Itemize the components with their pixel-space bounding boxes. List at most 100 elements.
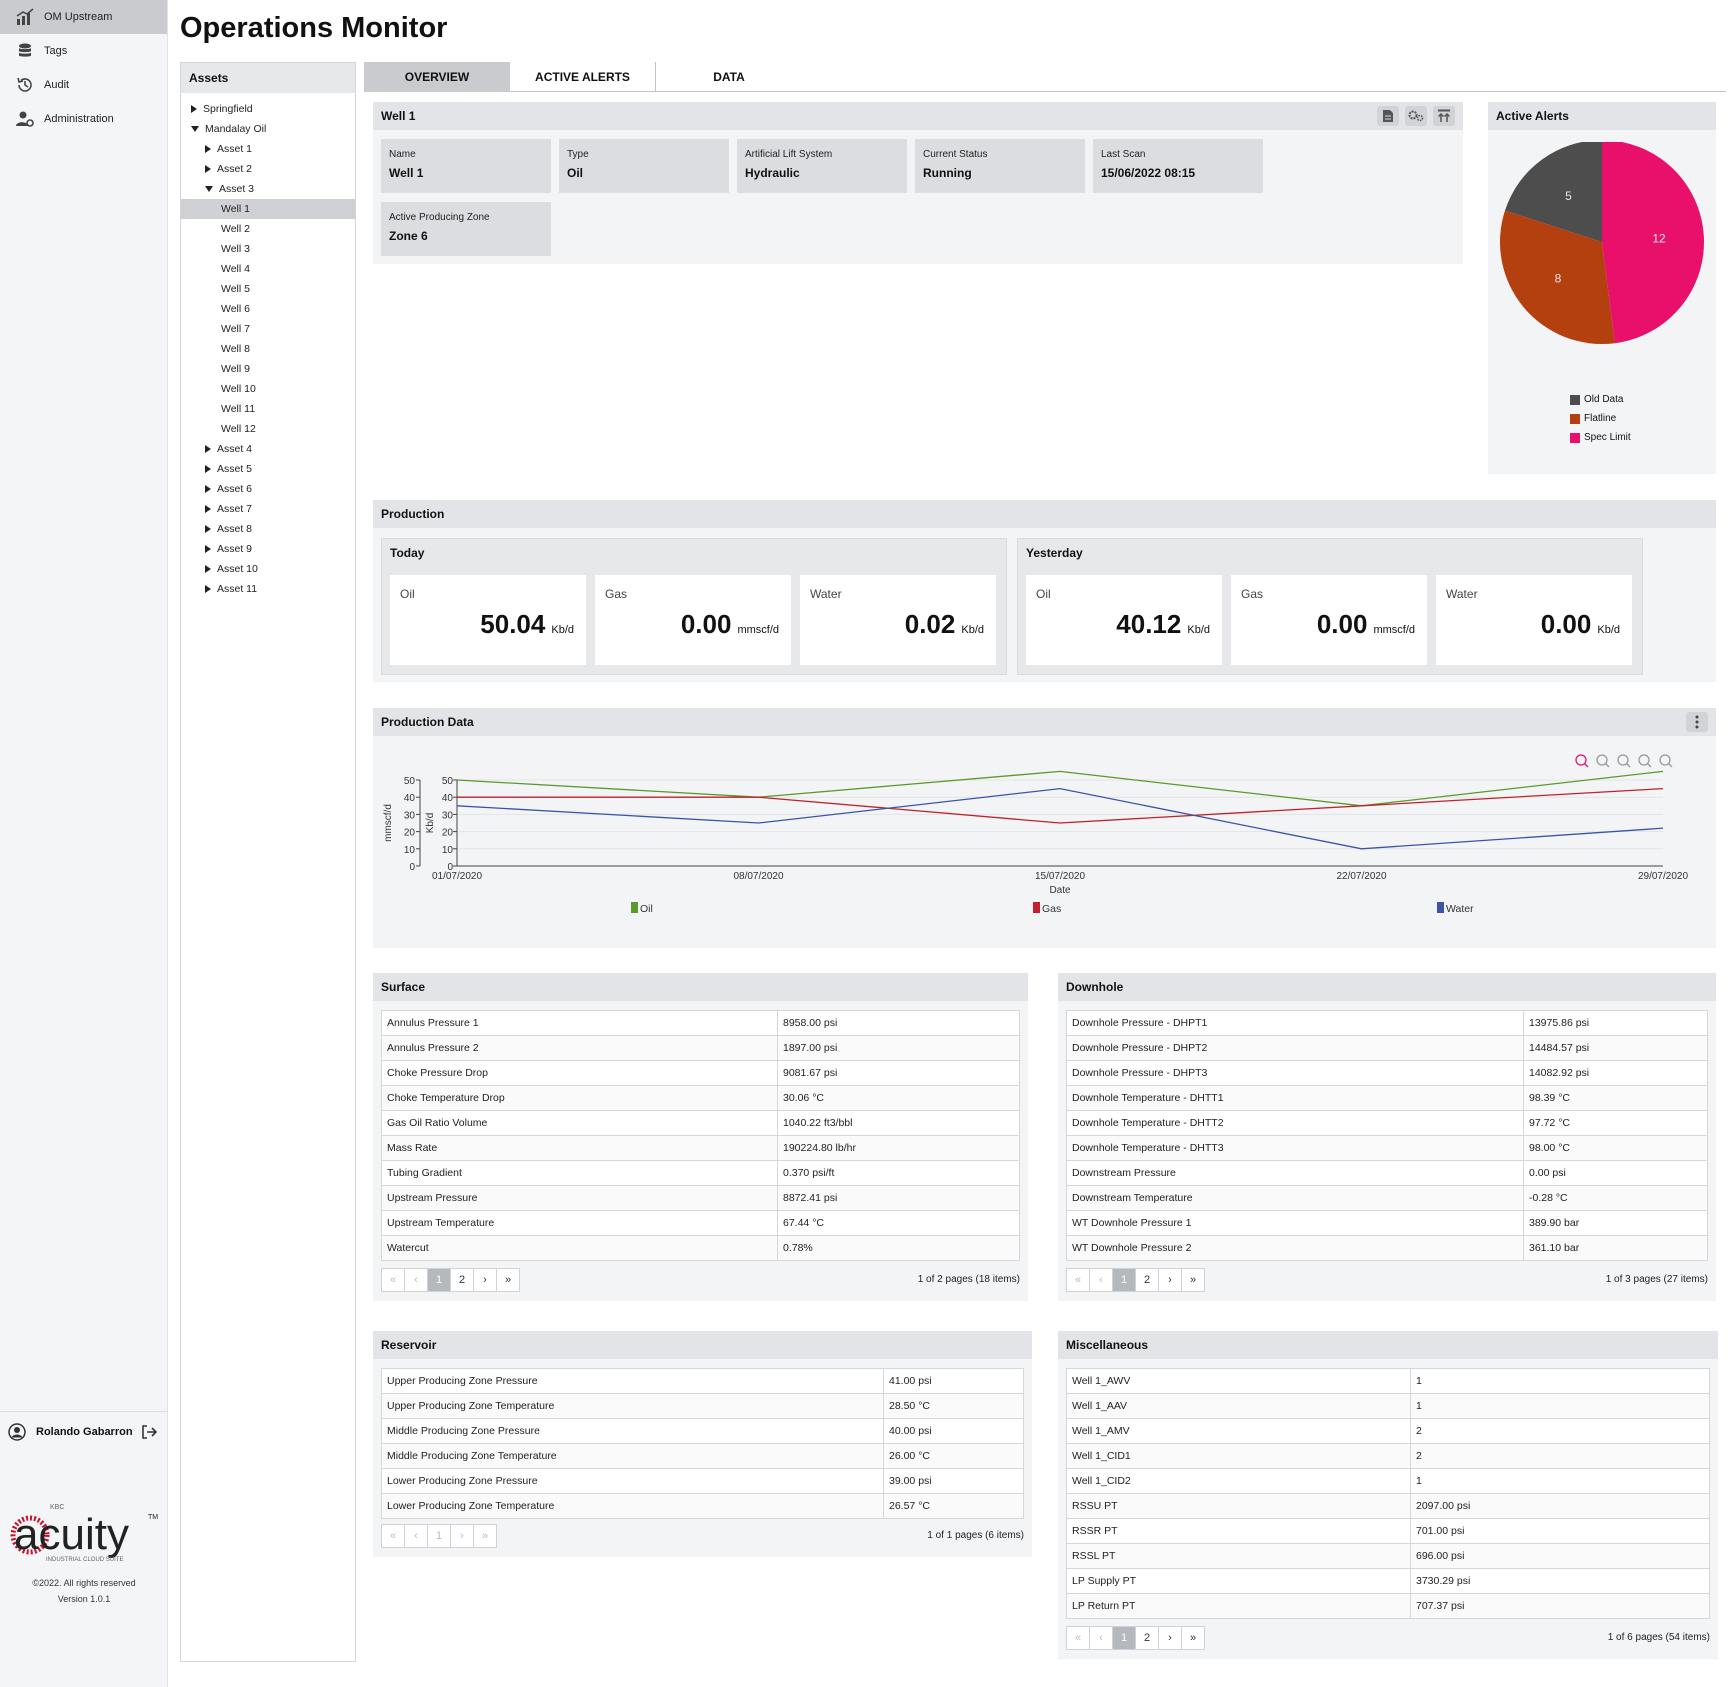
- tree-node[interactable]: Well 7: [181, 319, 355, 339]
- tree-node[interactable]: Well 3: [181, 239, 355, 259]
- pie-slice-spec-limit[interactable]: [1602, 142, 1704, 344]
- tree-node[interactable]: Well 5: [181, 279, 355, 299]
- tree-node[interactable]: Well 2: [181, 219, 355, 239]
- logout-icon[interactable]: [140, 1423, 158, 1441]
- pager-first-button[interactable]: «: [381, 1524, 405, 1548]
- tree-node[interactable]: Well 4: [181, 259, 355, 279]
- nav-label: Tags: [44, 45, 68, 57]
- pager-next-button[interactable]: ›: [473, 1268, 497, 1292]
- nav-item-om-upstream[interactable]: OM Upstream: [0, 0, 167, 34]
- tree-node[interactable]: Well 12: [181, 419, 355, 439]
- caret-down-icon[interactable]: [191, 126, 199, 133]
- tree-node[interactable]: Well 9: [181, 359, 355, 379]
- caret-right-icon[interactable]: [191, 105, 197, 114]
- tree-node[interactable]: Asset 5: [181, 459, 355, 479]
- pager-page-button[interactable]: 2: [450, 1268, 474, 1292]
- caret-right-icon[interactable]: [205, 545, 211, 554]
- legend-label-gas[interactable]: Gas: [1042, 903, 1061, 915]
- legend-swatch-oil[interactable]: [631, 902, 638, 913]
- tree-node-label: Well 10: [221, 383, 256, 395]
- legend-label-oil[interactable]: Oil: [640, 903, 653, 915]
- caret-right-icon[interactable]: [205, 525, 211, 534]
- caret-right-icon[interactable]: [205, 505, 211, 514]
- caret-right-icon[interactable]: [205, 565, 211, 574]
- caret-right-icon[interactable]: [205, 445, 211, 454]
- tree-node[interactable]: Asset 6: [181, 479, 355, 499]
- tree-node[interactable]: Well 11: [181, 399, 355, 419]
- legend-swatch-water[interactable]: [1437, 902, 1444, 913]
- document-icon[interactable]: [1377, 106, 1399, 126]
- pager-prev-button[interactable]: ‹: [1089, 1268, 1113, 1292]
- tab-overview[interactable]: OVERVIEW: [364, 62, 510, 92]
- pager-last-button[interactable]: »: [1181, 1626, 1205, 1650]
- zoom-in-icon[interactable]: [1596, 754, 1610, 768]
- pan-icon[interactable]: [1638, 754, 1652, 768]
- pager-last-button[interactable]: »: [473, 1524, 497, 1548]
- pager-prev-button[interactable]: ‹: [1089, 1626, 1113, 1650]
- pie-slice-old-data[interactable]: [1504, 142, 1602, 242]
- pager-page-button[interactable]: 2: [1135, 1268, 1159, 1292]
- legend-label-water[interactable]: Water: [1446, 903, 1474, 915]
- tree-node[interactable]: Asset 7: [181, 499, 355, 519]
- nav-item-tags[interactable]: Tags: [0, 34, 167, 68]
- nav-item-audit[interactable]: Audit: [0, 68, 167, 102]
- series-line-oil[interactable]: [456, 770, 1664, 807]
- tab-data[interactable]: DATA: [713, 70, 745, 84]
- series-line-gas[interactable]: [457, 787, 1664, 824]
- zoom-out-icon[interactable]: [1617, 754, 1631, 768]
- caret-down-icon[interactable]: [205, 186, 213, 193]
- kebab-menu-icon[interactable]: [1686, 712, 1708, 732]
- legend-item[interactable]: Old Data: [1570, 394, 1631, 405]
- tree-node[interactable]: Well 10: [181, 379, 355, 399]
- tree-node[interactable]: Asset 1: [181, 139, 355, 159]
- pager-page-button[interactable]: 1: [1112, 1268, 1136, 1292]
- tree-node[interactable]: Asset 10: [181, 559, 355, 579]
- zoom-select-icon[interactable]: [1575, 754, 1589, 768]
- series-line-water[interactable]: [456, 787, 1664, 850]
- legend-item[interactable]: Flatline: [1570, 413, 1631, 424]
- x-tick-label: 08/07/2020: [733, 871, 783, 882]
- tree-node[interactable]: Well 8: [181, 339, 355, 359]
- legend-item[interactable]: Spec Limit: [1570, 432, 1631, 443]
- pager-prev-button[interactable]: ‹: [404, 1524, 428, 1548]
- caret-right-icon[interactable]: [205, 145, 211, 154]
- caret-right-icon[interactable]: [205, 465, 211, 474]
- tree-node[interactable]: Asset 4: [181, 439, 355, 459]
- tree-node[interactable]: Asset 8: [181, 519, 355, 539]
- gears-icon[interactable]: [1405, 106, 1427, 126]
- caret-right-icon[interactable]: [205, 165, 211, 174]
- tree-node[interactable]: Asset 11: [181, 579, 355, 599]
- tree-node[interactable]: Well 1: [181, 199, 355, 219]
- pager-next-button[interactable]: ›: [1158, 1268, 1182, 1292]
- pager-page-button[interactable]: 1: [1112, 1626, 1136, 1650]
- pager-last-button[interactable]: »: [496, 1268, 520, 1292]
- table-row: WT Downhole Pressure 2 361.10 bar: [1066, 1235, 1708, 1261]
- tree-node[interactable]: Springfield: [181, 99, 355, 119]
- collapse-up-icon[interactable]: [1433, 106, 1455, 126]
- nav-label: Audit: [44, 79, 70, 91]
- tree-node[interactable]: Asset 9: [181, 539, 355, 559]
- pager-prev-button[interactable]: ‹: [404, 1268, 428, 1292]
- pager-first-button[interactable]: «: [381, 1268, 405, 1292]
- pager-first-button[interactable]: «: [1066, 1626, 1090, 1650]
- pager-next-button[interactable]: ›: [1158, 1626, 1182, 1650]
- user-profile[interactable]: Rolando Gabarron: [0, 1411, 168, 1451]
- legend-swatch-gas[interactable]: [1033, 902, 1040, 913]
- tree-node[interactable]: Asset 3: [181, 179, 355, 199]
- tab-active-alerts[interactable]: ACTIVE ALERTS: [510, 62, 656, 92]
- tree-node[interactable]: Asset 2: [181, 159, 355, 179]
- nav-item-administration[interactable]: Administration: [0, 102, 167, 136]
- tree-node[interactable]: Mandalay Oil: [181, 119, 355, 139]
- pager-page-button[interactable]: 2: [1135, 1626, 1159, 1650]
- well-field-label: Type: [567, 149, 589, 160]
- caret-right-icon[interactable]: [205, 485, 211, 494]
- pager-first-button[interactable]: «: [1066, 1268, 1090, 1292]
- pager-next-button[interactable]: ›: [450, 1524, 474, 1548]
- pie-slice-flatline[interactable]: [1500, 210, 1615, 344]
- tree-node[interactable]: Well 6: [181, 299, 355, 319]
- pager-last-button[interactable]: »: [1181, 1268, 1205, 1292]
- pager-page-button[interactable]: 1: [427, 1524, 451, 1548]
- reset-icon[interactable]: [1659, 754, 1673, 768]
- pager-page-button[interactable]: 1: [427, 1268, 451, 1292]
- caret-right-icon[interactable]: [205, 585, 211, 594]
